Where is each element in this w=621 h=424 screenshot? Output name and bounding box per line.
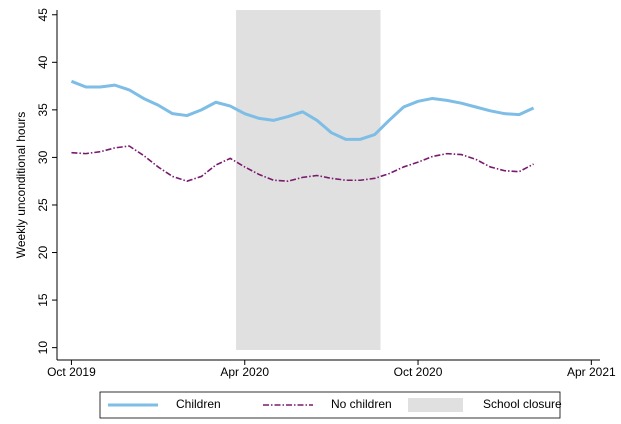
y-tick-label: 40 bbox=[36, 55, 50, 69]
y-tick-label: 30 bbox=[36, 150, 50, 164]
y-tick-label: 20 bbox=[36, 246, 50, 260]
series-line bbox=[71, 145, 534, 182]
legend-box bbox=[99, 391, 561, 419]
y-tick-label: 10 bbox=[36, 341, 50, 355]
legend-label: No children bbox=[331, 397, 392, 411]
y-tick-label: 25 bbox=[36, 198, 50, 212]
y-axis-label: Weekly unconditional hours bbox=[14, 112, 28, 259]
x-tick-label: Apr 2021 bbox=[567, 365, 616, 379]
legend-swatch bbox=[408, 398, 463, 412]
x-tick-label: Apr 2020 bbox=[220, 365, 269, 379]
y-tick-label: 45 bbox=[36, 8, 50, 22]
shade-region bbox=[236, 10, 381, 350]
y-tick-label: 15 bbox=[36, 293, 50, 307]
legend-label: Children bbox=[176, 397, 221, 411]
y-tick-label: 35 bbox=[36, 103, 50, 117]
x-tick-label: Oct 2020 bbox=[394, 365, 443, 379]
x-tick-label: Oct 2019 bbox=[47, 365, 96, 379]
series-line bbox=[70, 79, 535, 141]
legend-label: School closure bbox=[483, 397, 562, 411]
